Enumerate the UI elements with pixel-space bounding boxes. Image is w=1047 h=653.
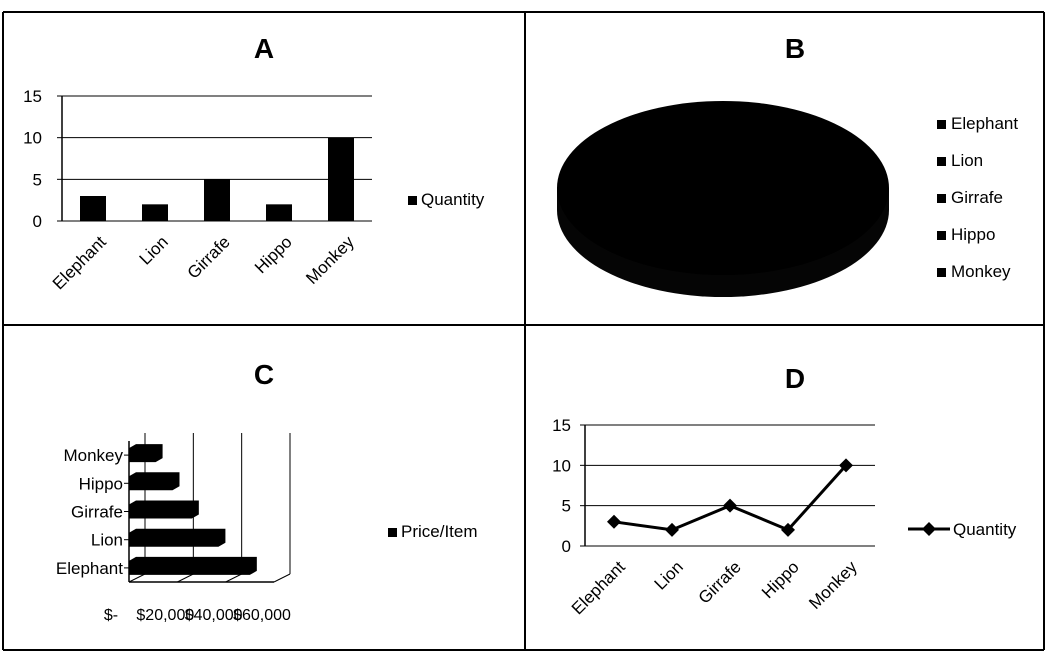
bar [129,444,163,463]
x-tick-label: $60,000 [233,607,291,624]
legend-marker [922,522,936,536]
data-point [839,458,853,473]
panel-frames [2,11,1045,651]
y-tick-label: 15 [552,416,571,435]
chart-c-title: C [254,359,274,390]
y-tick-label: Elephant [56,559,123,578]
x-tick-label: Hippo [758,557,803,602]
bar [328,137,354,221]
data-point [607,514,621,529]
chart-d-title: D [785,363,805,394]
bar [129,556,257,575]
bar [129,472,180,491]
y-tick-label: 15 [23,87,42,106]
chart-d: 0 5 10 15 Elephant Lion Girrafe Hippo Monkey Quan… [552,416,1017,618]
floor-line [225,573,242,583]
x-tick-label: Lion [651,557,687,593]
bar [142,204,168,221]
y-tick-label: 10 [23,129,42,148]
x-tick-label: $- [104,607,118,624]
floor-line [128,573,146,583]
legend-label: Lion [951,151,983,170]
x-tick-label: Hippo [251,232,296,277]
y-tick-label: 0 [562,537,571,556]
y-tick-label: 0 [33,212,42,231]
pie-top [557,101,889,275]
legend-swatch [937,120,946,129]
legend-label: Quantity [421,190,485,209]
x-tick-label: $40,000 [185,607,243,624]
y-tick-label: 5 [33,170,42,189]
legend-label: Hippo [951,225,995,244]
data-point [723,498,737,513]
legend-label: Monkey [951,262,1011,281]
y-tick-label: Hippo [79,474,123,493]
bar [80,196,106,221]
bar [204,179,230,221]
x-tick-label: Elephant [568,557,629,618]
legend-swatch [937,268,946,277]
legend-swatch [388,528,397,537]
legend-swatch [937,231,946,240]
floor-line [273,573,291,583]
chart-a-title: A [254,33,274,64]
legend-swatch [408,196,417,205]
y-tick-label: Girrafe [71,503,123,522]
data-point [781,522,795,537]
bar [129,528,226,547]
x-tick-label: $20,000 [136,607,194,624]
chart-a: 0 5 10 15 Elephant Lion Girrafe Hippo Monkey Quan… [23,87,485,293]
series-line [613,464,848,532]
x-tick-label: Girrafe [695,557,745,607]
data-point [665,522,679,537]
legend-swatch [937,194,946,203]
x-tick-label: Monkey [805,557,861,613]
bar [129,500,199,519]
chart-b-title: B [785,33,805,64]
legend-label: Price/Item [401,522,478,541]
legend-swatch [937,157,946,166]
bar [266,204,292,221]
x-tick-label: Girrafe [184,232,234,282]
legend-label: Quantity [953,520,1017,539]
y-tick-label: 5 [562,497,571,516]
y-tick-label: Monkey [63,446,123,465]
y-tick-label: Lion [91,531,123,550]
x-tick-label: Elephant [49,232,110,293]
y-tick-label: 10 [552,456,571,475]
x-tick-label: Lion [136,232,172,268]
legend-label: Girrafe [951,188,1003,207]
legend-label: Elephant [951,114,1018,133]
floor-line [177,573,194,583]
chart-b: Elephant Lion Girrafe Hippo Monkey [557,101,1018,297]
x-tick-label: Monkey [302,232,358,288]
